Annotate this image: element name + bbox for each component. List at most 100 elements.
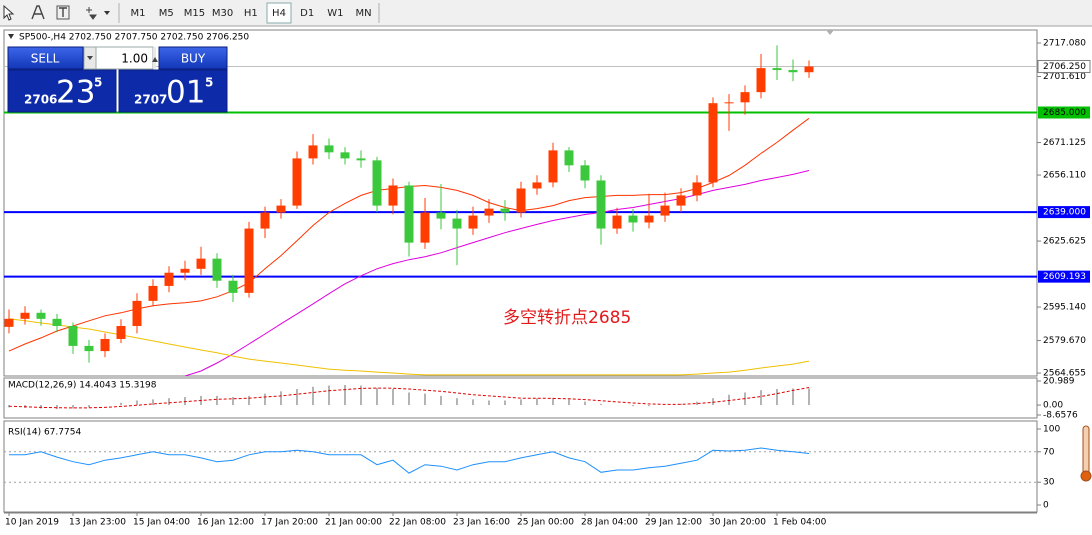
candle-body bbox=[228, 280, 238, 293]
one-click-trading: SELL 1.00 BUY 2706 23 5 2707 01 5 bbox=[7, 46, 228, 113]
candle-body bbox=[452, 218, 462, 229]
timeframe-button[interactable]: M30 bbox=[212, 8, 233, 19]
macd-panel bbox=[3, 377, 1038, 419]
x-tick-label: 17 Jan 20:00 bbox=[261, 518, 318, 528]
candle-body bbox=[708, 103, 718, 183]
candle-body bbox=[420, 212, 430, 243]
candle-body bbox=[180, 268, 190, 273]
candle-body bbox=[356, 158, 366, 161]
candle-body bbox=[596, 180, 606, 229]
volume[interactable]: 1.00 bbox=[121, 52, 148, 66]
y-tick-label: 2579.670 bbox=[1043, 336, 1086, 346]
sell-price-big: 2706 bbox=[24, 93, 57, 107]
active-timeframe-frame[interactable] bbox=[266, 2, 292, 24]
chart-title: SP500-,H4 2702.750 2707.750 2702.750 270… bbox=[19, 33, 249, 43]
timeframe-button[interactable]: D1 bbox=[300, 8, 314, 19]
y-tick-label: 2701.610 bbox=[1043, 72, 1086, 82]
candle-body bbox=[36, 312, 46, 319]
timeframe-button[interactable]: H1 bbox=[244, 8, 258, 19]
timeframe-button[interactable]: M5 bbox=[159, 8, 174, 19]
candle-body bbox=[372, 160, 382, 206]
y-tick-label: 2656.110 bbox=[1043, 171, 1086, 181]
x-tick-label: 30 Jan 20:00 bbox=[709, 518, 766, 528]
timeframe-button[interactable]: M1 bbox=[131, 8, 146, 19]
candle-body bbox=[116, 325, 126, 339]
main-panel bbox=[3, 29, 1038, 377]
candle-body bbox=[740, 92, 750, 103]
candle-body bbox=[324, 145, 334, 153]
buy-button[interactable] bbox=[158, 46, 228, 70]
rsi-panel bbox=[3, 420, 1038, 513]
candle-body bbox=[68, 325, 78, 346]
candle-body bbox=[756, 68, 766, 93]
candle-body bbox=[436, 212, 446, 219]
timeframe-button[interactable]: M15 bbox=[184, 8, 205, 19]
macd-signal bbox=[8, 387, 810, 409]
moving-average bbox=[8, 318, 810, 376]
level-label-box bbox=[1038, 270, 1090, 283]
x-tick-label: 29 Jan 12:00 bbox=[645, 518, 702, 528]
x-tick-label: 22 Jan 08:00 bbox=[389, 518, 446, 528]
candle-body bbox=[788, 70, 798, 73]
sell-price-pips: 23 bbox=[56, 75, 95, 111]
candle-body bbox=[260, 212, 270, 229]
axes: 2717.080 2701.610 2671.125 2656.110 2625.625… bbox=[5, 39, 1091, 528]
candle-body bbox=[804, 66, 814, 73]
x-tick-label: 25 Jan 00:00 bbox=[517, 518, 574, 528]
buy-price-box[interactable] bbox=[118, 69, 228, 113]
candle-body bbox=[772, 68, 782, 71]
timeframe-button[interactable]: MN bbox=[356, 8, 372, 19]
text-tool[interactable] bbox=[31, 5, 45, 20]
sell-label[interactable]: SELL bbox=[31, 52, 60, 66]
bid-label: 2706.250 bbox=[1043, 62, 1086, 72]
candle-body bbox=[724, 102, 734, 104]
timeframe-button[interactable]: W1 bbox=[327, 8, 343, 19]
x-tick-label: 21 Jan 00:00 bbox=[325, 518, 382, 528]
sell-button[interactable] bbox=[7, 46, 84, 70]
x-tick-label: 28 Jan 04:00 bbox=[581, 518, 638, 528]
level-label-box bbox=[1038, 206, 1090, 219]
moving-average bbox=[184, 170, 810, 376]
candle-body bbox=[612, 215, 622, 229]
y-tick-label: 30 bbox=[1043, 478, 1055, 488]
candle-body bbox=[132, 300, 142, 326]
candle-body bbox=[148, 285, 158, 301]
x-tick-label: 10 Jan 2019 bbox=[5, 518, 59, 528]
buy-label[interactable]: BUY bbox=[181, 52, 206, 66]
dropdown-arrow[interactable] bbox=[104, 11, 110, 15]
macd-title: MACD(12,26,9) 14.4043 15.3198 bbox=[8, 381, 157, 391]
thermometer-bulb bbox=[1080, 470, 1092, 482]
timeframe-button[interactable]: H4 bbox=[272, 8, 286, 19]
shapes-tool[interactable] bbox=[86, 7, 97, 20]
candle-body bbox=[580, 165, 590, 181]
candle-body bbox=[276, 205, 286, 213]
toolbar: M1 M5 M15 M30 H1 H4 D1 W1 MN bbox=[0, 0, 1092, 27]
candle-body bbox=[676, 195, 686, 206]
candle-body bbox=[308, 145, 318, 159]
y-tick-label: 0 bbox=[1043, 501, 1049, 511]
candle-body bbox=[548, 150, 558, 183]
candle-body bbox=[388, 185, 398, 206]
y-tick-label: 2564.655 bbox=[1043, 369, 1086, 379]
x-tick-label: 23 Jan 16:00 bbox=[453, 518, 510, 528]
buy-price-big: 2707 bbox=[134, 93, 167, 107]
y-tick-label: 2595.140 bbox=[1043, 303, 1086, 313]
candle-body bbox=[196, 258, 206, 269]
candle-body bbox=[84, 345, 94, 352]
candle-body bbox=[100, 338, 110, 352]
candle-body bbox=[164, 272, 174, 286]
volume-up-arrow bbox=[152, 57, 158, 62]
y-tick-label: 70 bbox=[1043, 447, 1055, 457]
label-tool[interactable] bbox=[56, 5, 70, 20]
buy-price-pips: 01 bbox=[166, 75, 205, 111]
candle-body bbox=[340, 152, 350, 159]
candle-body bbox=[484, 208, 494, 216]
y-tick-label: 0.00 bbox=[1043, 401, 1063, 411]
candle-body bbox=[692, 182, 702, 196]
sell-price-box[interactable] bbox=[7, 69, 117, 113]
candle-body bbox=[212, 258, 222, 281]
cursor-tool[interactable] bbox=[3, 4, 15, 21]
x-tick-label: 13 Jan 23:00 bbox=[69, 518, 126, 528]
